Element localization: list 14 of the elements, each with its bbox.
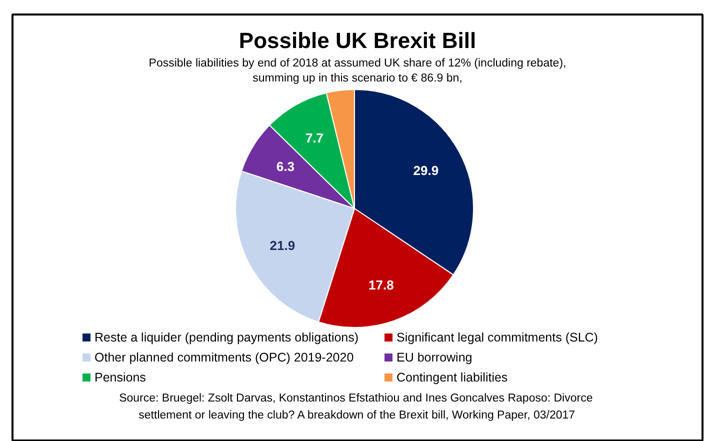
source-note: Source: Bruegel: Zsolt Darvas, Konstantinos Efstathiou and Ines Goncalves Raposo: Divorce settlement or leaving the club? A breakdown of the Brexit bill, Working Paper, 03/2017 [119, 392, 593, 422]
legend-label: Contingent liabilities [396, 370, 508, 384]
legend-label: Significant legal commitments (SLC) [396, 330, 598, 344]
data-label: 6.3 [276, 158, 294, 174]
data-label: 21.9 [270, 238, 296, 253]
legend-label: Pensions [94, 370, 146, 384]
legend-label: Reste a liquider (pending payments obligations) [94, 330, 359, 344]
data-label: 17.8 [368, 277, 394, 292]
legend-label: EU borrowing [396, 350, 472, 364]
chart-title: Possible UK Brexit Bill [238, 28, 476, 53]
chart-subtitle: Possible liabilities by end of 2018 at assumed UK share of 12% (including rebate), summing up in this scenario to € 86.9 bn, [148, 58, 566, 84]
legend-label: Other planned commitments (OPC) 2019-2020 [94, 350, 354, 364]
data-label: 29.9 [413, 162, 439, 178]
data-label: 7.7 [305, 130, 324, 146]
